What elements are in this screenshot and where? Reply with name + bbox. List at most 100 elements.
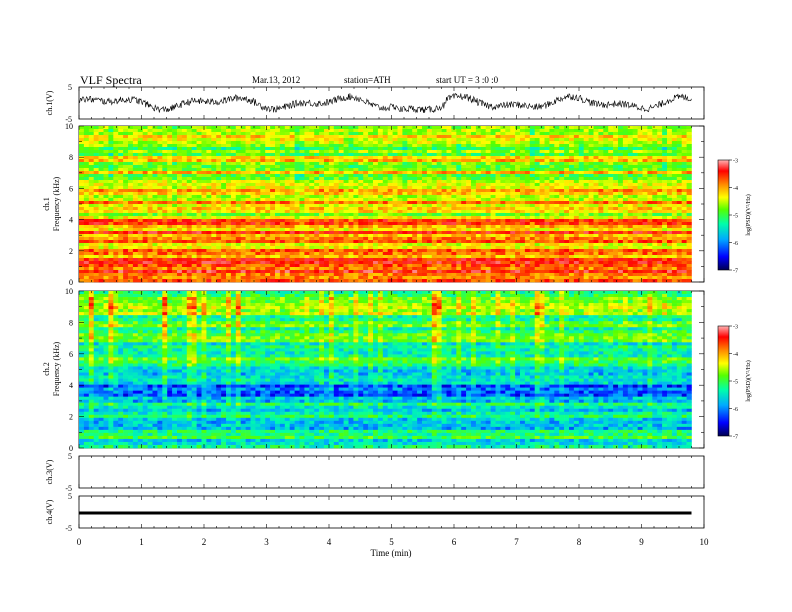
spectrogram-cell bbox=[186, 240, 192, 244]
spectrogram-cell bbox=[235, 171, 241, 175]
spectrogram-cell bbox=[407, 174, 413, 178]
spectrogram-cell bbox=[279, 219, 286, 223]
spectrogram-cell bbox=[642, 216, 648, 220]
spectrogram-cell bbox=[436, 150, 442, 154]
spectrogram-cell bbox=[358, 165, 364, 169]
spectrogram-cell bbox=[240, 177, 246, 181]
spectrogram-cell bbox=[206, 162, 212, 166]
spectrogram-cell bbox=[137, 180, 143, 184]
spectrogram-cell bbox=[358, 147, 364, 151]
spectrogram-cell bbox=[240, 159, 246, 163]
spectrogram-cell bbox=[196, 150, 202, 154]
spectrogram-cell bbox=[583, 192, 589, 196]
spectrogram-cell bbox=[480, 198, 486, 202]
spectrogram-cell bbox=[260, 126, 266, 130]
spectrogram-cell bbox=[671, 213, 678, 217]
spectrogram-cell bbox=[167, 186, 173, 190]
spectrogram-cell bbox=[632, 234, 638, 238]
spectrogram-cell bbox=[250, 177, 256, 181]
spectrogram-cell bbox=[618, 177, 624, 181]
spectrogram-cell bbox=[172, 210, 178, 214]
spectrogram-cell bbox=[392, 138, 398, 142]
spectrogram-cell bbox=[593, 225, 599, 229]
spectrogram-cell bbox=[324, 213, 330, 217]
spectrogram-cell bbox=[294, 207, 300, 211]
spectrogram-cell bbox=[79, 231, 85, 235]
spectrogram-cell bbox=[647, 138, 653, 142]
spectrogram-cell bbox=[671, 207, 678, 211]
spectrogram-cell bbox=[397, 126, 403, 130]
spectrogram-cell bbox=[407, 219, 413, 223]
spectrogram-cell bbox=[461, 240, 467, 244]
spectrogram-cell bbox=[407, 225, 413, 229]
spectrogram-cell bbox=[172, 228, 178, 232]
spectrogram-cell bbox=[534, 174, 540, 178]
spectrogram-cell bbox=[157, 144, 163, 148]
spectrogram-cell bbox=[534, 171, 540, 175]
spectrogram-cell bbox=[319, 186, 325, 190]
spectrogram-cell bbox=[196, 156, 202, 160]
spectrogram-cell bbox=[534, 138, 540, 142]
spectrogram-cell bbox=[353, 222, 359, 226]
spectrogram-cell bbox=[475, 159, 482, 163]
spectrogram-cell bbox=[235, 219, 241, 223]
spectrogram-cell bbox=[667, 204, 673, 208]
spectrogram-cell bbox=[88, 216, 94, 220]
spectrogram-cell bbox=[446, 144, 452, 148]
spectrogram-cell bbox=[309, 240, 315, 244]
spectrogram-cell bbox=[196, 243, 202, 247]
spectrogram-cell bbox=[235, 147, 241, 151]
spectrogram-cell bbox=[279, 177, 286, 181]
spectrogram-cell bbox=[652, 129, 658, 133]
spectrogram-cell bbox=[186, 135, 192, 139]
spectrogram-cell bbox=[206, 171, 212, 175]
spectrogram-cell bbox=[578, 243, 584, 247]
spectrogram-cell bbox=[461, 225, 467, 229]
spectrogram-cell bbox=[373, 156, 379, 160]
spectrogram-cell bbox=[671, 198, 678, 202]
spectrogram-cell bbox=[245, 234, 251, 238]
spectrogram-cell bbox=[279, 216, 286, 220]
spectrogram-cell bbox=[343, 228, 349, 232]
spectrogram-cell bbox=[343, 159, 349, 163]
spectrogram-cell bbox=[177, 159, 183, 163]
spectrogram-cell bbox=[613, 240, 619, 244]
spectrogram-cell bbox=[245, 204, 251, 208]
spectrogram-cell bbox=[515, 177, 521, 181]
spectrogram-cell bbox=[495, 234, 501, 238]
spectrogram-cell bbox=[667, 171, 673, 175]
spectrogram-cell bbox=[667, 156, 673, 160]
spectrogram-cell bbox=[172, 240, 178, 244]
spectrogram-cell bbox=[294, 174, 300, 178]
spectrogram-cell bbox=[475, 156, 482, 160]
spectrogram-cell bbox=[515, 162, 521, 166]
spectrogram-cell bbox=[671, 168, 678, 172]
spectrogram-cell bbox=[103, 180, 109, 184]
spectrogram-cell bbox=[637, 132, 643, 136]
spectrogram-cell bbox=[426, 213, 433, 217]
spectrogram-cell bbox=[618, 234, 624, 238]
date-label: Mar.13, 2012 bbox=[252, 75, 300, 85]
spectrogram-cell bbox=[426, 204, 433, 208]
spectrogram-cell bbox=[113, 129, 119, 133]
spectrogram-cell bbox=[573, 213, 580, 217]
spectrogram-cell bbox=[206, 234, 212, 238]
spectrogram-cell bbox=[108, 192, 114, 196]
spectrogram-cell bbox=[196, 165, 202, 169]
spectrogram-cell bbox=[603, 144, 609, 148]
spectrogram-cell bbox=[412, 165, 418, 169]
spectrogram-cell bbox=[128, 213, 134, 217]
spectrogram-cell bbox=[118, 225, 124, 229]
spectrogram-cell bbox=[412, 174, 418, 178]
spectrogram-cell bbox=[681, 162, 687, 166]
spectrogram-cell bbox=[397, 132, 403, 136]
spectrogram-cell bbox=[520, 237, 526, 241]
spectrogram-cell bbox=[534, 183, 540, 187]
spectrogram-cell bbox=[583, 156, 589, 160]
spectrogram-cell bbox=[333, 198, 339, 202]
spectrogram-cell bbox=[632, 186, 638, 190]
spectrogram-cell bbox=[529, 201, 535, 205]
spectrogram-cell bbox=[564, 201, 570, 205]
spectrogram-cell bbox=[250, 234, 256, 238]
spectrogram-cell bbox=[417, 189, 423, 193]
